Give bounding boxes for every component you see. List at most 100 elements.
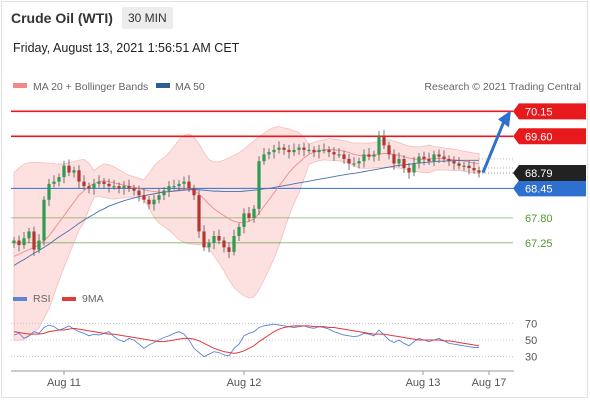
candle-body [92,183,96,189]
candle-body [447,158,451,162]
candle-body [162,190,166,196]
candle-body [167,186,171,191]
candle-body [287,149,291,153]
candle-body [12,240,16,243]
level-label: 68.79 [525,168,553,180]
candle-body [472,168,476,171]
level-label-box [513,128,586,145]
research-credit: Research © 2021 Trading Central [424,81,581,93]
level-label-box [513,164,586,181]
candle-body [137,190,141,196]
rsi-ma9-line [13,325,480,354]
candle-body [307,149,311,152]
candle-body [142,195,146,200]
rsi-legend-swatch [13,297,27,301]
rsi-line [13,323,479,358]
candle-body [47,183,51,200]
candle-body [67,165,71,173]
candle-body [202,231,206,248]
x-axis-label: Aug 12 [227,377,262,389]
candle-body [392,154,396,164]
price-panel: 70.15 69.60 68.45 68.79 67.80 67.25 [11,103,586,341]
candle-body [27,231,31,239]
bollinger-bands [13,126,480,341]
candle-body [222,240,226,248]
candle-body [377,136,381,155]
candle-body [432,154,436,162]
candle-body [267,152,271,155]
level-label: 68.45 [525,183,553,195]
candle-body [87,186,91,189]
candle-body [32,231,36,250]
candle-body [247,213,251,218]
level-label: 70.15 [525,106,553,118]
candle-body [207,242,211,248]
candle-body [357,161,361,164]
ma20-legend-swatch [13,83,27,88]
candle-body [412,163,416,173]
candle-body [462,165,466,167]
candle-body [112,186,116,188]
chart-datetime: Friday, August 13, 2021 1:56:51 AM CET [13,41,240,55]
candle-body [282,147,286,150]
candle-body [172,186,176,188]
candle-body [442,156,446,159]
candle-body [297,147,301,150]
level-label-box [513,103,586,120]
candle-body [387,145,391,155]
candle-body [292,149,296,153]
candle-body [257,161,261,209]
candle-body [107,183,111,187]
candle-body [477,170,481,173]
timeframe-button[interactable]: 30 MIN [122,7,173,29]
x-axis-label: Aug 11 [47,377,81,389]
candle-body [192,188,196,196]
candle-body [422,156,426,159]
candle-body [352,163,356,165]
candle-body [77,170,81,182]
candle-body [22,238,26,246]
candle-body [342,154,346,159]
level-label-box [513,180,586,197]
x-axis: Aug 11 Aug 12 Aug 13 Aug 17 [47,371,506,389]
rsi-tick-label: 50 [525,335,537,347]
candle-body [327,149,331,153]
level-label: 69.60 [525,131,553,143]
ma20-legend-label: MA 20 + Bollinger Bands [33,81,148,93]
candle-body [272,149,276,153]
candle-body [367,154,371,157]
level-label: 67.80 [525,213,553,225]
candle-body [417,156,421,164]
candle-body [302,147,306,150]
candle-body [157,195,161,200]
candle-body [237,226,241,236]
candle-body [82,181,86,187]
candle-body [452,161,456,164]
candle-body [132,188,136,191]
candle-body [72,170,76,173]
forecast-arrow-shaft [481,120,506,174]
forecast-arrow-head [498,110,511,128]
candle-body [17,240,21,246]
candle-body [187,181,191,189]
x-axis-label: Aug 17 [472,377,507,389]
candle-body [407,168,411,173]
candle-body [362,154,366,162]
level-label: 67.25 [525,238,553,250]
ma50-line [13,159,479,266]
candle-body [147,199,151,205]
candle-body [197,195,201,232]
candle-body [232,236,236,252]
candle-body [177,183,181,187]
instrument-title: Crude Oil (WTI) [11,10,113,26]
ma50-legend-swatch [156,83,170,88]
candle-body [382,136,386,146]
candle-body [317,149,321,153]
candle-body [37,240,41,250]
ma9-legend-label: 9MA [82,293,104,305]
candle-body [332,152,336,155]
rsi-panel: 70 50 30 [11,318,537,364]
candle-body [312,149,316,153]
